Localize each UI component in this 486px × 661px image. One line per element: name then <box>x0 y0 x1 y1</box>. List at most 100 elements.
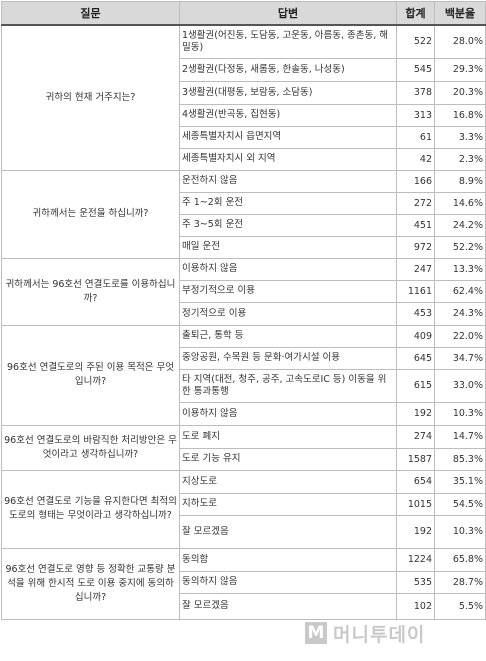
table-header: 질문 답변 합계 백분율 <box>1 1 486 26</box>
table-body: 귀하의 현재 거주지는? 1생활권(어진동, 도담동, 고운동, 아름동, 종촌동… <box>1 24 486 620</box>
answer-cell: 세종특별자치시 외 지역 <box>179 147 397 171</box>
percent-cell: 28.0% <box>434 24 486 59</box>
percent-cell: 24.2% <box>434 213 486 237</box>
total-cell: 61 <box>396 125 435 149</box>
answer-cell: 동의하지 않음 <box>179 570 397 594</box>
watermark-text: 머니투데이 <box>333 623 426 646</box>
total-cell: 166 <box>396 169 435 193</box>
total-cell: 615 <box>396 368 435 403</box>
answer-cell: 부정기적으로 이용 <box>179 279 397 303</box>
table-row: 지하도로 1015 54.5% <box>2 492 486 516</box>
answer-cell: 1생활권(어진동, 도담동, 고운동, 아름동, 종촌동, 해밀동) <box>179 24 397 59</box>
total-cell: 409 <box>396 324 435 348</box>
total-cell: 192 <box>396 401 435 426</box>
table-row: 3생활권(대평동, 보람동, 소담동) 378 20.3% <box>2 80 486 105</box>
question-cell: 96호선 연결도로 영향 등 정확한 교통량 분석을 위해 한시적 도로 이용 … <box>1 547 180 620</box>
answer-cell: 이용하지 않음 <box>179 257 397 281</box>
answer-cell: 매일 운전 <box>179 235 397 259</box>
percent-cell: 85.3% <box>434 447 486 471</box>
percent-cell: 13.3% <box>434 257 486 281</box>
table-row: 동의하지 않음 535 28.7% <box>2 570 486 594</box>
percent-cell: 29.3% <box>434 57 486 82</box>
percent-cell: 2.3% <box>434 147 486 171</box>
percent-cell: 3.3% <box>434 125 486 149</box>
question-cell: 귀하의 현재 거주지는? <box>1 24 180 171</box>
table-row: 세종특별자치시 외 지역 42 2.3% <box>2 147 486 171</box>
answer-cell: 지상도로 <box>179 469 397 494</box>
question-cell: 96호선 연결도로의 주된 이용 목적은 무엇입니까? <box>1 324 180 426</box>
percent-cell: 52.2% <box>434 235 486 259</box>
total-cell: 451 <box>396 213 435 237</box>
percent-cell: 16.8% <box>434 103 486 127</box>
total-cell: 192 <box>396 514 435 549</box>
total-cell: 1224 <box>396 547 435 572</box>
answer-cell: 동의함 <box>179 547 397 572</box>
percent-cell: 10.3% <box>434 514 486 549</box>
table-row: 이용하지 않음 192 10.3% <box>2 401 486 426</box>
answer-cell: 주 1~2회 운전 <box>179 191 397 215</box>
answer-cell: 도로 폐지 <box>179 424 397 449</box>
table-row: 96호선 연결도로 기능을 유지한다면 최적의 도로의 형태는 무엇이라고 생각… <box>1 469 486 549</box>
total-cell: 535 <box>396 570 435 594</box>
watermark: M 머니투데이 <box>305 618 485 648</box>
percent-cell: 28.7% <box>434 570 486 594</box>
answer-cell: 지하도로 <box>179 492 397 516</box>
table-row: 도로 기능 유지 1587 85.3% <box>2 447 486 471</box>
total-cell: 972 <box>396 235 435 259</box>
percent-cell: 14.6% <box>434 191 486 215</box>
percent-cell: 33.0% <box>434 368 486 403</box>
header-question: 질문 <box>1 1 180 26</box>
table-row: 정기적으로 이용 453 24.3% <box>2 301 486 326</box>
header-answer: 답변 <box>179 1 397 26</box>
total-cell: 102 <box>396 592 435 620</box>
total-cell: 274 <box>396 424 435 449</box>
table-row: 귀하께서는 96호선 연결도로를 이용하십니까? 이용하지 않음 247 13.3% <box>1 257 486 326</box>
percent-cell: 34.7% <box>434 346 486 370</box>
table-row: 주 1~2회 운전 272 14.6% <box>2 191 486 215</box>
total-cell: 1587 <box>396 447 435 471</box>
question-cell: 96호선 연결도로의 바람직한 처리방안은 무엇이라고 생각하십니까? <box>1 424 180 471</box>
percent-cell: 24.3% <box>434 301 486 326</box>
question-cell: 귀하께서는 운전을 하십니까? <box>1 169 180 259</box>
total-cell: 453 <box>396 301 435 326</box>
table-row: 96호선 연결도로의 바람직한 처리방안은 무엇이라고 생각하십니까? 도로 폐지… <box>1 424 486 471</box>
watermark-logo: M <box>305 622 327 644</box>
table-row: 96호선 연결도로의 주된 이용 목적은 무엇입니까? 출퇴근, 통학 등 409 2… <box>1 324 486 426</box>
table-row: 잘 모르겠음 192 10.3% <box>2 514 486 549</box>
percent-cell: 20.3% <box>434 80 486 105</box>
answer-cell: 2생활권(다정동, 새롬동, 한솔동, 나성동) <box>179 57 397 82</box>
answer-cell: 이용하지 않음 <box>179 401 397 426</box>
total-cell: 545 <box>396 57 435 82</box>
total-cell: 247 <box>396 257 435 281</box>
answer-cell: 4생활권(반곡동, 집현동) <box>179 103 397 127</box>
total-cell: 378 <box>396 80 435 105</box>
percent-cell: 54.5% <box>434 492 486 516</box>
percent-cell: 62.4% <box>434 279 486 303</box>
total-cell: 645 <box>396 346 435 370</box>
percent-cell: 5.5% <box>434 592 486 620</box>
answer-cell: 세종특별자치시 읍면지역 <box>179 125 397 149</box>
answer-cell: 운전하지 않음 <box>179 169 397 193</box>
question-cell: 귀하께서는 96호선 연결도로를 이용하십니까? <box>1 257 180 326</box>
total-cell: 654 <box>396 469 435 494</box>
percent-cell: 35.1% <box>434 469 486 494</box>
table-row: 2생활권(다정동, 새롬동, 한솔동, 나성동) 545 29.3% <box>2 57 486 82</box>
percent-cell: 65.8% <box>434 547 486 572</box>
answer-cell: 3생활권(대평동, 보람동, 소담동) <box>179 80 397 105</box>
table-row: 귀하의 현재 거주지는? 1생활권(어진동, 도담동, 고운동, 아름동, 종촌동… <box>1 24 486 171</box>
total-cell: 272 <box>396 191 435 215</box>
header-percent: 백분율 <box>434 1 486 26</box>
survey-table: 질문 답변 합계 백분율 귀하의 현재 거주지는? 1생활권(어진동, 도담동, … <box>1 1 486 620</box>
total-cell: 313 <box>396 103 435 127</box>
table-row: 귀하께서는 운전을 하십니까? 운전하지 않음 166 8.9% <box>1 169 486 259</box>
table-row: 96호선 연결도로 영향 등 정확한 교통량 분석을 위해 한시적 도로 이용 … <box>1 547 486 620</box>
percent-cell: 22.0% <box>434 324 486 348</box>
total-cell: 1015 <box>396 492 435 516</box>
answer-cell: 출퇴근, 통학 등 <box>179 324 397 348</box>
answer-cell: 정기적으로 이용 <box>179 301 397 326</box>
answer-cell: 중앙공원, 수목원 등 문화·여가시설 이용 <box>179 346 397 370</box>
table-row: 매일 운전 972 52.2% <box>2 235 486 259</box>
table-row: 주 3~5회 운전 451 24.2% <box>2 213 486 237</box>
answer-cell: 주 3~5회 운전 <box>179 213 397 237</box>
percent-cell: 10.3% <box>434 401 486 426</box>
